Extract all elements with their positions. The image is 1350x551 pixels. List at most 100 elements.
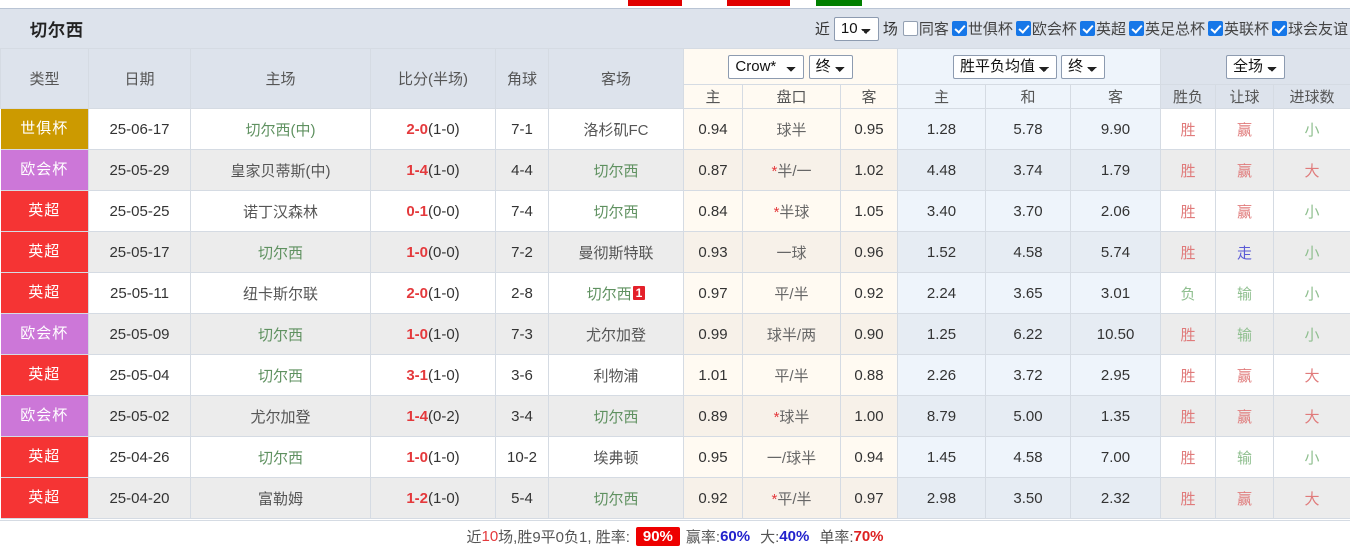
table-row[interactable]: 欧会杯 25-05-02 尤尔加登 1-4(0-2) 3-4 切尔西 0.89 *球半 1.00… <box>0 395 1350 437</box>
match-date: 25-05-29 <box>88 149 191 191</box>
competition-checkbox-1[interactable] <box>1015 20 1031 36</box>
league-badge: 英超 <box>0 191 88 231</box>
same-venue-checkbox[interactable] <box>902 21 918 36</box>
table-row[interactable]: 英超 25-04-26 切尔西 1-0(1-0) 10-2 埃弗顿 0.95 一/球半 0.94… <box>0 436 1350 478</box>
goals-result: 小 <box>1273 231 1350 273</box>
tab-strip-3[interactable] <box>816 0 862 6</box>
euro-win-odd: 8.79 <box>897 395 987 437</box>
euro-lose-odd: 5.74 <box>1070 231 1162 273</box>
competition-checkbox-4[interactable] <box>1207 20 1223 36</box>
handicap-time-select[interactable]: 初终 <box>808 54 853 79</box>
match-score: 0-1(0-0) <box>370 190 496 232</box>
same-venue-checkbox-wrap[interactable]: 同客 <box>902 18 951 39</box>
euro-group-header: 胜平负均值Bet365威廉希尔 初终 <box>897 48 1162 85</box>
away-team[interactable]: 尤尔加登 <box>548 313 684 355</box>
league-badge-cell: 英超 <box>0 354 89 396</box>
euro-draw-odd: 4.58 <box>985 231 1072 273</box>
table-row[interactable]: 欧会杯 25-05-09 切尔西 1-0(1-0) 7-3 尤尔加登 0.99 球半/两 0.9… <box>0 313 1350 355</box>
handicap-home-odd: 0.95 <box>683 436 743 478</box>
home-team[interactable]: 皇家贝蒂斯(中) <box>190 149 371 191</box>
euro-lose-odd: 7.00 <box>1070 436 1162 478</box>
tab-strip-1[interactable] <box>628 0 682 6</box>
away-team[interactable]: 切尔西 <box>548 190 684 232</box>
competition-checkbox-5[interactable] <box>1271 20 1287 36</box>
handicap-away-odd: 0.90 <box>839 313 899 355</box>
tab-strip-2[interactable] <box>727 0 790 6</box>
corner-score: 7-1 <box>495 108 549 150</box>
table-row[interactable]: 英超 25-05-17 切尔西 1-0(0-0) 7-2 曼彻斯特联 0.93 一球 0.96 1… <box>0 231 1350 273</box>
league-badge-cell: 欧会杯 <box>0 395 89 437</box>
home-team[interactable]: 切尔西 <box>190 313 371 355</box>
handicap-away-odd: 0.88 <box>839 354 899 396</box>
away-team[interactable]: 切尔西 <box>548 477 684 519</box>
handicap-result: 赢 <box>1215 354 1275 396</box>
home-team[interactable]: 切尔西 <box>190 231 371 273</box>
corner-score: 5-4 <box>495 477 549 519</box>
competition-filter-5[interactable]: 球会友谊 <box>1271 18 1350 39</box>
home-team[interactable]: 切尔西 <box>190 354 371 396</box>
scope-select[interactable]: 全场半场 <box>1226 54 1286 79</box>
competition-filter-4[interactable]: 英联杯 <box>1207 18 1271 39</box>
home-team[interactable]: 诺丁汉森林 <box>190 190 371 232</box>
home-team[interactable]: 切尔西 <box>190 436 371 478</box>
away-team[interactable]: 埃弗顿 <box>548 436 684 478</box>
table-header-row-1: 类型 日期 主场 比分(半场) 角球 客场 Crow*Bet365MacauLa… <box>0 48 1350 109</box>
handicap-company-select[interactable]: Crow*Bet365MacauLadb* <box>728 54 805 79</box>
match-date: 25-05-25 <box>88 190 191 232</box>
away-team[interactable]: 切尔西 <box>548 395 684 437</box>
col-result: 胜负 <box>1160 84 1217 109</box>
home-team[interactable]: 富勒姆 <box>190 477 371 519</box>
euro-lose-odd: 1.79 <box>1070 149 1162 191</box>
league-badge: 世俱杯 <box>0 109 88 149</box>
competition-checkbox-2[interactable] <box>1079 20 1095 36</box>
handicap-line: 球半/两 <box>742 313 841 355</box>
table-header-row-2: 主 盘口 客 主 和 客 胜负 让球 进球数 <box>1 84 1350 109</box>
odd-rate-value: 70% <box>853 527 884 545</box>
home-team[interactable]: 纽卡斯尔联 <box>190 272 371 314</box>
competition-label-4: 英联杯 <box>1223 20 1269 38</box>
competition-checkbox-0[interactable] <box>951 20 967 36</box>
table-row[interactable]: 英超 25-05-11 纽卡斯尔联 2-0(1-0) 2-8 切尔西 1 0.97 平/半 0.9… <box>0 272 1350 314</box>
col-euro-lose: 客 <box>1070 84 1162 109</box>
competition-label-0: 世俱杯 <box>967 20 1013 38</box>
away-team[interactable]: 洛杉矶FC <box>548 108 684 150</box>
match-score: 1-4(0-2) <box>370 395 496 437</box>
match-count-select[interactable]: 6102030 <box>833 16 879 41</box>
match-date: 25-05-11 <box>88 272 191 314</box>
handicap-result: 输 <box>1215 313 1275 355</box>
goals-result: 大 <box>1273 477 1350 519</box>
match-result: 胜 <box>1160 436 1217 478</box>
away-team[interactable]: 切尔西 1 <box>548 272 684 314</box>
league-badge: 英超 <box>0 437 88 477</box>
away-team[interactable]: 曼彻斯特联 <box>548 231 684 273</box>
competition-checkbox-3[interactable] <box>1128 20 1144 36</box>
euro-lose-odd: 2.32 <box>1070 477 1162 519</box>
table-row[interactable]: 世俱杯 25-06-17 切尔西(中) 2-0(1-0) 7-1 洛杉矶FC 0.94 球半 0… <box>0 108 1350 150</box>
match-date: 25-05-09 <box>88 313 191 355</box>
goals-result: 大 <box>1273 395 1350 437</box>
competition-filter-3[interactable]: 英足总杯 <box>1128 18 1207 39</box>
summary-middle: 场,胜9平0负1, 胜率: <box>498 528 630 546</box>
table-row[interactable]: 英超 25-05-25 诺丁汉森林 0-1(0-0) 7-4 切尔西 0.84 *半球 1.05… <box>0 190 1350 232</box>
competition-filters: 世俱杯 欧会杯 英超 英足总杯 英联杯 球会友谊 <box>951 18 1350 40</box>
euro-company-select[interactable]: 胜平负均值Bet365威廉希尔 <box>952 54 1057 79</box>
euro-time-select[interactable]: 初终 <box>1061 54 1106 79</box>
league-badge-cell: 英超 <box>0 272 89 314</box>
league-badge: 英超 <box>0 232 88 272</box>
match-result: 胜 <box>1160 231 1217 273</box>
table-row[interactable]: 欧会杯 25-05-29 皇家贝蒂斯(中) 1-4(1-0) 4-4 切尔西 0.87 *半/… <box>0 149 1350 191</box>
matches-label: 场 <box>882 21 898 38</box>
away-team[interactable]: 利物浦 <box>548 354 684 396</box>
euro-draw-odd: 3.70 <box>985 190 1072 232</box>
euro-win-odd: 2.98 <box>897 477 987 519</box>
league-badge: 英超 <box>0 273 88 313</box>
away-team[interactable]: 切尔西 <box>548 149 684 191</box>
competition-filter-0[interactable]: 世俱杯 <box>951 18 1015 39</box>
home-team[interactable]: 尤尔加登 <box>190 395 371 437</box>
table-row[interactable]: 英超 25-05-04 切尔西 3-1(1-0) 3-6 利物浦 1.01 平/半 0.88 2.… <box>0 354 1350 396</box>
home-team[interactable]: 切尔西(中) <box>190 108 371 150</box>
competition-filter-1[interactable]: 欧会杯 <box>1015 18 1079 39</box>
table-row[interactable]: 英超 25-04-20 富勒姆 1-2(1-0) 5-4 切尔西 0.92 *平/半 0.97 2… <box>0 477 1350 519</box>
competition-filter-2[interactable]: 英超 <box>1079 18 1128 39</box>
